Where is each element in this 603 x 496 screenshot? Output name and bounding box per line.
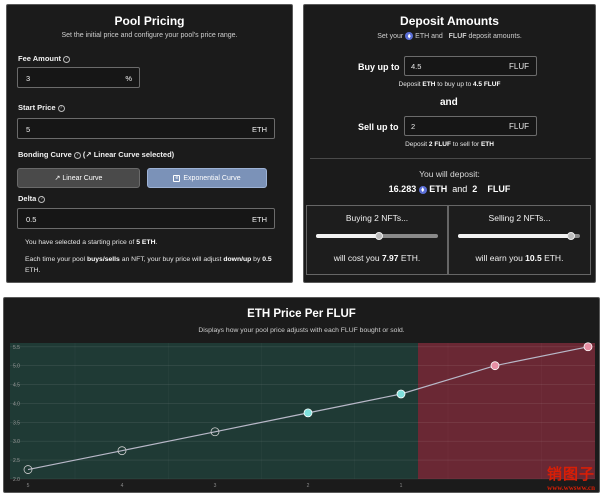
sell-up-to-label: Sell up to	[358, 122, 399, 132]
price-chart: 2.0 2.5 3.0 3.5 4.0 4.5 5.0 5.5 5 4 3 2 1	[10, 342, 595, 489]
delta-input[interactable]: 0.5 ETH	[17, 208, 275, 229]
info-icon[interactable]: ?	[73, 151, 81, 159]
start-price-unit: ETH	[252, 125, 267, 134]
sell-price-point	[490, 361, 500, 371]
y-tick-label: 3.0	[13, 439, 20, 445]
deposit-total: 16.283 ETH and 2 FLUF	[388, 184, 511, 194]
delta-note: Each time your pool buys/sells an NFT, y…	[25, 256, 272, 274]
fee-amount-unit: %	[125, 74, 132, 83]
eth-icon	[405, 32, 414, 40]
delta-label: Delta?	[18, 194, 46, 203]
y-tick-label: 5.5	[13, 345, 20, 351]
info-icon[interactable]: ?	[57, 104, 65, 112]
deposit-eth-amount: 16.283	[388, 184, 417, 194]
price-chart-panel: ETH Price Per FLUF Displays how your poo…	[3, 297, 600, 493]
buying-nfts-box: Buying 2 NFTs... will cost you 7.97 ETH.	[306, 205, 448, 275]
buy-region	[10, 343, 418, 479]
x-tick-label: 3	[214, 483, 217, 489]
deposit-fluf-amount: 2	[472, 184, 478, 194]
buy-price-point	[117, 446, 127, 456]
divider	[310, 158, 591, 159]
curve-selected-text: (↗ Linear Curve selected)	[82, 150, 175, 159]
x-tick-label: 5	[27, 483, 30, 489]
y-tick-label: 4.0	[13, 401, 20, 407]
start-price-note: You have selected a starting price of 5 …	[25, 239, 158, 246]
delta-value: 0.5	[26, 215, 37, 224]
and-text: and	[440, 97, 458, 108]
selling-slider[interactable]	[458, 232, 580, 240]
exponential-curve-button[interactable]: e Exponential Curve	[147, 168, 267, 188]
buy-up-to-unit: FLUF	[509, 62, 529, 71]
buy-price-point	[303, 408, 313, 418]
pool-pricing-subtitle: Set the initial price and configure your…	[61, 32, 238, 39]
exponential-icon: e	[173, 174, 181, 182]
info-icon[interactable]: ?	[38, 195, 46, 203]
buying-cost-text: will cost you 7.97 ETH.	[333, 253, 421, 263]
buying-nfts-title: Buying 2 NFTs...	[345, 213, 409, 223]
eth-icon	[418, 185, 427, 194]
watermark-url: www.wwsww.cn	[547, 484, 595, 492]
deposit-amounts-subtitle: Set your ETH and FLUF deposit amounts.	[377, 32, 522, 40]
y-tick-label: 3.5	[13, 420, 20, 426]
sell-up-to-value: 2	[411, 122, 416, 131]
watermark: 销图子 www.wwsww.cn	[547, 463, 595, 492]
exponential-curve-label: Exponential Curve	[183, 175, 241, 182]
selling-slider-fill	[458, 234, 572, 238]
pool-pricing-title: Pool Pricing	[114, 14, 185, 28]
x-tick-label: 4	[121, 483, 124, 489]
buying-slider-fill	[316, 234, 380, 238]
y-tick-label: 2.0	[13, 477, 20, 483]
pool-pricing-panel: Pool Pricing Set the initial price and c…	[6, 4, 293, 283]
y-tick-label: 4.5	[13, 383, 20, 389]
fee-amount-label: Fee Amount?	[18, 54, 71, 63]
buying-slider[interactable]	[316, 232, 438, 240]
selling-earn-text: will earn you 10.5 ETH.	[475, 253, 564, 263]
sell-region	[418, 343, 595, 479]
linear-curve-button[interactable]: ↗ Linear Curve	[17, 168, 140, 188]
watermark-logo: 销图子	[546, 466, 595, 483]
deposit-fluf-unit: FLUF	[487, 184, 511, 194]
chart-title: ETH Price Per FLUF	[247, 308, 356, 320]
start-price-label: Start Price?	[18, 103, 65, 112]
buy-note: Deposit ETH to buy up to 4.5 FLUF	[398, 81, 501, 88]
buy-up-to-label: Buy up to	[358, 62, 400, 72]
x-tick-label: 2	[307, 483, 310, 489]
start-price-value: 5	[26, 125, 31, 134]
sell-note: Deposit 2 FLUF to sell for ETH	[405, 141, 494, 148]
chart-subtitle: Displays how your pool price adjusts wit…	[198, 327, 405, 334]
x-tick-label: 1	[400, 483, 403, 489]
delta-unit: ETH	[252, 215, 267, 224]
deposit-amounts-title: Deposit Amounts	[400, 14, 499, 28]
y-tick-label: 5.0	[13, 364, 20, 370]
fee-amount-input[interactable]: 3 %	[17, 67, 140, 88]
buy-price-point	[210, 427, 220, 437]
buy-up-to-input[interactable]: 4.5 FLUF	[404, 56, 537, 76]
sell-up-to-input[interactable]: 2 FLUF	[404, 116, 537, 136]
buying-slider-knob[interactable]	[375, 232, 384, 240]
buy-price-point	[396, 389, 406, 399]
deposit-eth-unit: ETH	[429, 184, 448, 194]
sell-price-point	[583, 342, 593, 352]
bonding-curve-label: Bonding Curve? (↗ Linear Curve selected)	[18, 150, 175, 159]
y-tick-label: 2.5	[13, 458, 20, 464]
sell-up-to-unit: FLUF	[509, 122, 529, 131]
buy-price-point	[23, 465, 33, 474]
selling-nfts-box: Selling 2 NFTs... will earn you 10.5 ETH…	[448, 205, 591, 275]
info-icon[interactable]: ?	[63, 55, 71, 63]
fee-amount-value: 3	[26, 74, 31, 83]
will-deposit-label: You will deposit:	[419, 169, 480, 179]
start-price-input[interactable]: 5 ETH	[17, 118, 275, 139]
selling-slider-knob[interactable]	[567, 232, 576, 240]
buy-up-to-value: 4.5	[411, 62, 422, 71]
selling-nfts-title: Selling 2 NFTs...	[488, 213, 551, 223]
